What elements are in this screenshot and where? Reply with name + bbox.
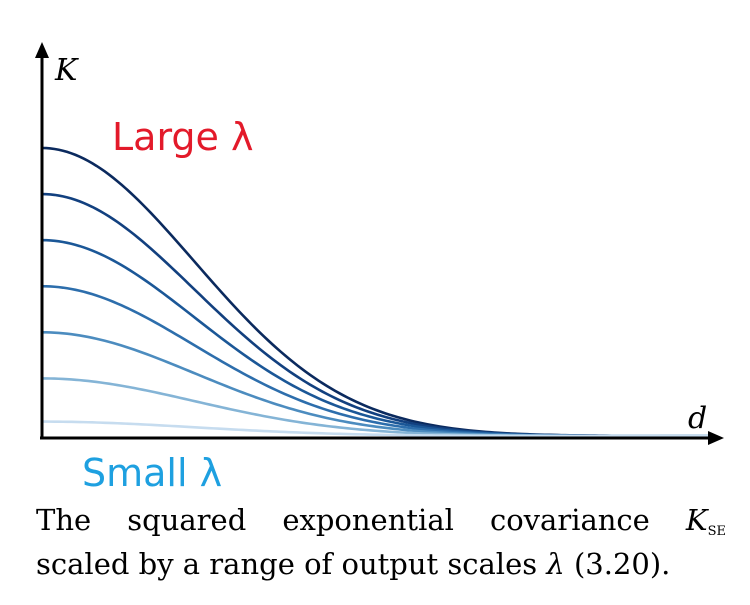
series-curves bbox=[41, 146, 712, 438]
y-axis-arrow bbox=[35, 42, 49, 58]
large-lambda-annotation: Large λ bbox=[112, 115, 253, 159]
series-curve-1 bbox=[41, 146, 712, 438]
caption-line-2: scaled by a range of output scales λ (3.… bbox=[36, 542, 726, 586]
y-axis-label: K bbox=[54, 53, 79, 88]
small-lambda-annotation: Small λ bbox=[82, 451, 222, 495]
series-curve-3 bbox=[41, 238, 712, 438]
series-curve-7 bbox=[41, 420, 712, 438]
caption-subscript: se bbox=[707, 519, 726, 540]
caption-text-2: scaled by a range of output scales bbox=[36, 547, 538, 581]
series-curve-5 bbox=[41, 331, 712, 438]
caption-line-1: The squared exponential covariance Kse bbox=[36, 498, 726, 552]
caption-ref: (3.20). bbox=[573, 547, 671, 581]
x-axis-label: d bbox=[688, 401, 707, 436]
caption-symbol: K bbox=[685, 503, 708, 537]
caption-text-1: The squared exponential covariance bbox=[36, 503, 650, 537]
caption-lambda: λ bbox=[546, 547, 565, 581]
x-axis-arrow bbox=[708, 431, 724, 445]
